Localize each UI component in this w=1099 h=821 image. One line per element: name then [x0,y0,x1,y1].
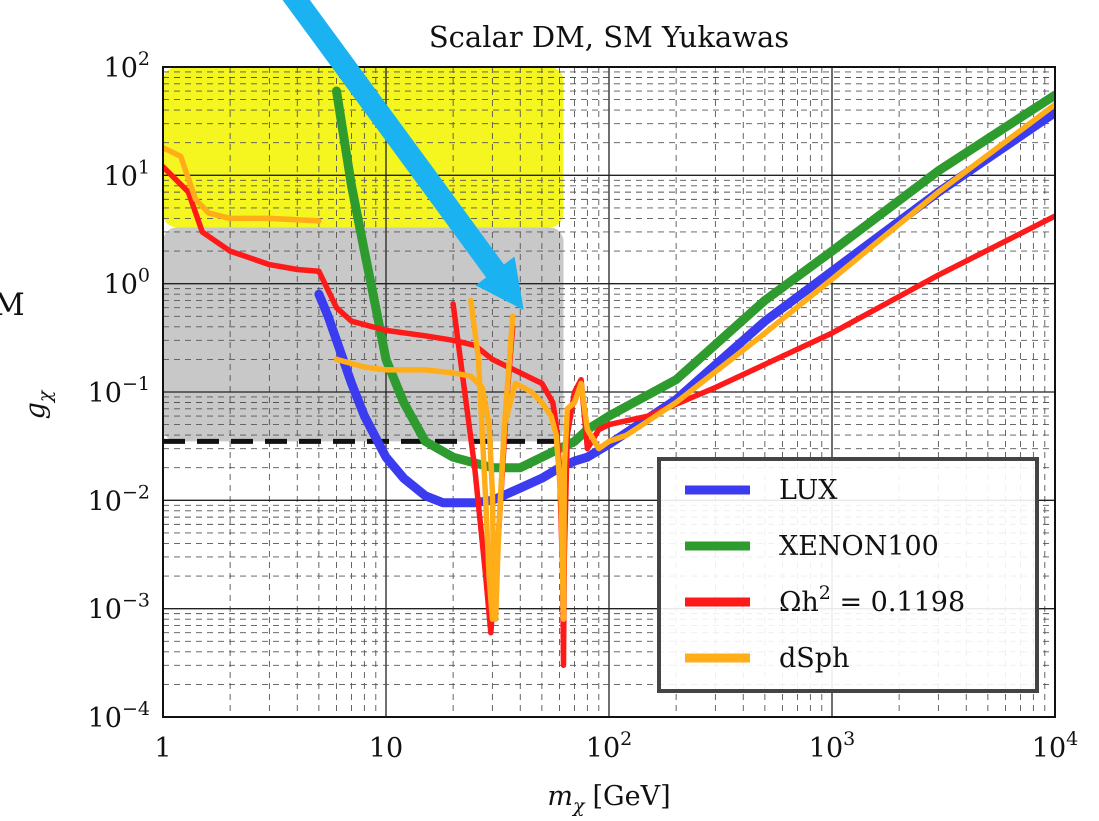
plot-frame [162,66,1056,718]
legend-label-tail: = 0.1198 [831,587,965,618]
y-tick-label: 10−2 [88,481,150,517]
series-line-dsph3 [468,297,516,622]
legend-items: LUX XENON100 Ωh2 = 0.1198 dSph [685,475,965,674]
y-tick-base: 10 [104,270,138,301]
x-tick-label: 102 [586,728,632,764]
x-axis-title: mχ [GeV] [547,781,670,817]
y-tick-base: 10 [88,703,122,734]
y-tick-label: 100 [104,265,150,301]
legend-label-text: XENON100 [779,531,939,562]
y-tick-label: 10−4 [88,698,150,734]
x-tick-label: 103 [809,728,855,764]
x-tick-label: 1 [154,733,171,764]
y-tick-exponent: −3 [122,590,150,612]
y-tick-exponent: 0 [138,265,150,287]
y-tick-base: 10 [88,595,122,626]
y-tick-exponent: −2 [122,481,150,503]
series-line-xenon100 [332,86,1055,473]
x-tick-base: 10 [1032,733,1066,764]
annotation-arrow [282,0,524,310]
shaded-region-1 [163,67,564,228]
y-tick-exponent: 1 [138,156,150,178]
x-tick-label: 10 [369,733,403,764]
legend: LUX XENON100 Ωh2 = 0.1198 dSph [657,457,1039,693]
legend-label-text: Ωh [779,587,819,618]
y-tick-base: 10 [104,161,138,192]
y-tick-label: 10−3 [88,590,150,626]
y-axis-symbol: g [20,402,51,419]
x-tick-label: 104 [1032,728,1078,764]
x-tick-exponent: 3 [843,728,855,750]
y-tick-label: 10−1 [88,373,150,409]
y-tick-exponent: −4 [122,698,150,720]
x-axis-symbol: m [547,781,573,812]
legend-label-text: LUX [779,475,838,506]
y-axis-title: gχ [20,389,56,419]
x-tick-base: 10 [586,733,620,764]
legend-label: XENON100 [779,531,939,562]
y-tick-base: 10 [104,53,138,84]
series-line--h-0-1198 [163,164,1055,669]
y-tick-base: 10 [88,486,122,517]
x-axis-subscript: χ [571,795,586,817]
x-tick-exponent: 4 [1066,728,1078,750]
x-tick-base: 1 [154,733,171,764]
series-line-dsph2 [333,101,1055,622]
y-tick-exponent: −1 [122,373,150,395]
chart-title: Scalar DM, SM Yukawas [429,20,789,54]
y-axis-subscript: χ [34,389,56,404]
legend-label-text: dSph [779,643,849,674]
x-axis-unit: [GeV] [593,781,671,812]
legend-label: dSph [779,643,849,674]
legend-label: LUX [779,475,838,506]
series-line-lux [314,108,1055,508]
y-tick-exponent: 2 [138,48,150,70]
y-tick-label: 102 [104,48,150,84]
y-tick-base: 10 [88,378,122,409]
x-tick-base: 10 [369,733,403,764]
x-tick-base: 10 [809,733,843,764]
legend-label: Ωh2 = 0.1198 [779,582,965,618]
partial-edge-label: M [0,287,25,323]
series-lines [163,86,1055,669]
y-tick-label: 101 [104,156,150,192]
annotations [282,0,524,310]
x-ticks: 1 10 102 103 104 [154,728,1078,764]
x-tick-exponent: 2 [620,728,632,750]
legend-label-sup: 2 [819,582,831,604]
legend-box [657,457,1039,693]
series-line-dsph [163,144,322,224]
